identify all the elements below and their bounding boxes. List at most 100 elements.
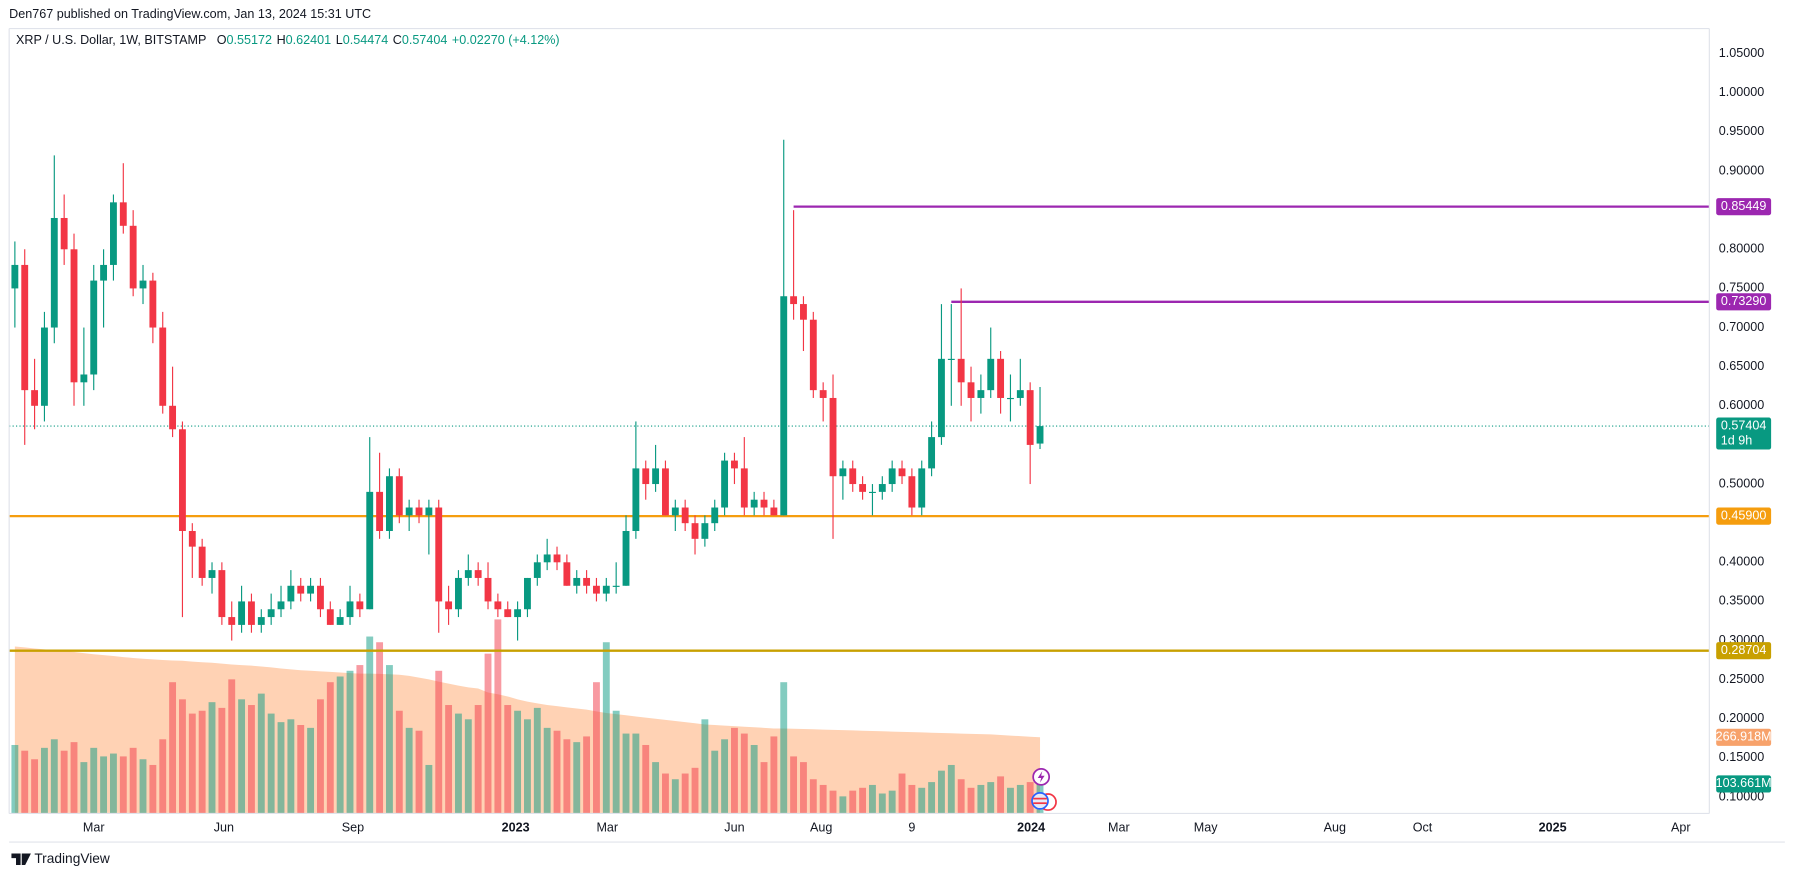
volume-bar: [869, 784, 876, 814]
candle-body: [464, 570, 472, 578]
candle-body: [60, 217, 68, 250]
volume-bar: [287, 719, 295, 814]
volume-bar: [484, 653, 492, 814]
volume-bar: [878, 793, 886, 814]
events: [1031, 768, 1057, 811]
candle-body: [336, 617, 344, 625]
volume-bar: [228, 679, 236, 814]
candle-body: [110, 202, 117, 265]
candle-body: [533, 562, 541, 578]
candle-body: [11, 264, 19, 289]
volume-bar: [31, 759, 39, 814]
level-label-bg: [1716, 293, 1772, 311]
volume-bar: [750, 744, 758, 814]
volume-bar: [809, 779, 817, 814]
volume-bar: [780, 682, 788, 814]
legend-key: H: [277, 34, 286, 48]
volume-label: 103.661M: [1716, 776, 1772, 790]
volume-bar: [455, 713, 462, 814]
candle-body: [179, 429, 186, 531]
volume-bar: [159, 739, 167, 814]
volume-bar: [395, 710, 403, 814]
legend-key: L: [336, 34, 343, 48]
candle-body: [888, 468, 896, 485]
candles: [11, 139, 1044, 641]
volume-bar: [307, 727, 315, 814]
candle-body: [731, 460, 738, 469]
volume-bar: [928, 782, 936, 814]
volume-bar: [898, 773, 906, 814]
volume-ma-label-bg: [1716, 728, 1772, 746]
volume-bar: [297, 725, 305, 814]
y-tick-label: 0.25000: [1719, 672, 1764, 686]
candle-body: [573, 577, 581, 586]
volume-bar: [346, 670, 354, 814]
candle-body: [800, 304, 807, 320]
candle-body: [425, 507, 433, 516]
last-price-label-bg: [1716, 417, 1772, 450]
level-label-bg: [1716, 642, 1772, 660]
lightning-icon: [1037, 771, 1045, 783]
volume-bar: [1016, 784, 1024, 814]
candle-body: [780, 296, 788, 516]
x-tick-label: Mar: [1108, 821, 1130, 835]
volume-bar: [90, 747, 98, 814]
candle-body: [395, 476, 403, 516]
candle-body: [563, 562, 571, 586]
volume-bar: [681, 773, 689, 814]
candle-body: [967, 382, 975, 398]
candle-body: [159, 327, 167, 406]
candle-body: [149, 280, 157, 328]
y-tick-label: 0.15000: [1719, 750, 1764, 764]
candle-body: [938, 358, 945, 438]
legend-key: O: [217, 34, 227, 48]
candle-body: [918, 468, 926, 508]
volume-bar: [415, 730, 423, 814]
tradingview-logo: [11, 853, 31, 865]
volume-bar: [277, 722, 285, 814]
candle-body: [652, 468, 660, 485]
y-tick-label: 0.50000: [1719, 476, 1764, 490]
candle-body: [553, 554, 561, 563]
legend-value: 0.62401: [286, 34, 331, 48]
candle-body: [504, 609, 512, 618]
candle-body: [376, 491, 384, 531]
volume-bar: [208, 702, 216, 814]
candle-body: [70, 249, 78, 383]
candle-body: [770, 507, 778, 516]
candle-body: [257, 617, 265, 625]
candle-body: [297, 585, 305, 594]
volume-bar: [721, 739, 729, 814]
candle-body: [267, 609, 275, 618]
volume-bar: [21, 750, 29, 814]
x-tick-label: Sep: [342, 821, 364, 835]
volume-bar: [188, 713, 196, 814]
volume-bar: [70, 742, 78, 814]
event-icon[interactable]: [1031, 792, 1049, 810]
volume-ma-label: 266.918M: [1716, 730, 1772, 744]
level-label-bg: [1716, 507, 1772, 525]
candle-body: [928, 437, 936, 469]
candle-body: [198, 546, 206, 578]
volume-bar: [770, 736, 778, 814]
volume-bar: [642, 744, 650, 814]
candle-body: [839, 468, 847, 477]
volume-bar: [888, 790, 896, 814]
volume-pane: [11, 619, 1044, 814]
volume-bar: [474, 705, 482, 814]
candle-body: [662, 468, 669, 516]
candle-body: [701, 523, 709, 539]
candle-body: [287, 585, 295, 602]
last-price-label: 0.57404: [1721, 418, 1766, 432]
volume-bar: [790, 756, 798, 814]
volume-bar: [583, 736, 591, 814]
volume-bar: [50, 739, 58, 814]
y-tick-label: 0.65000: [1719, 359, 1764, 373]
candle-body: [445, 601, 453, 610]
volume-bar: [612, 710, 620, 814]
candle-body: [878, 484, 886, 492]
candle-body: [139, 280, 147, 289]
volume-bar: [652, 762, 660, 814]
